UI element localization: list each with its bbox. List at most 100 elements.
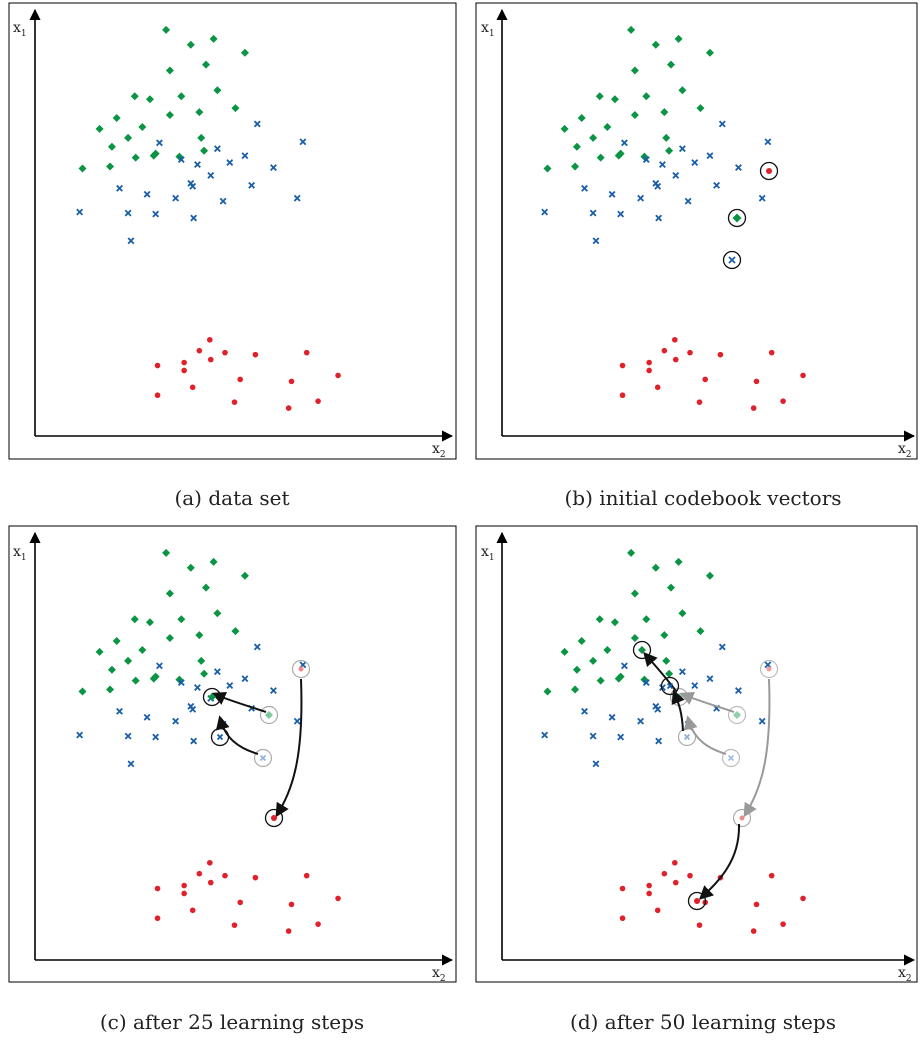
data-point-green	[595, 92, 604, 101]
data-point-red	[288, 901, 295, 908]
codebook-ring	[202, 687, 222, 707]
data-point-green	[131, 676, 140, 685]
data-point-green	[596, 153, 605, 162]
data-point-blue	[659, 161, 666, 168]
data-point-green	[603, 645, 612, 654]
data-point-red	[717, 351, 724, 358]
data-point-red	[252, 351, 259, 358]
codebook-marker	[766, 666, 772, 672]
data-point-green	[78, 687, 87, 696]
data-point-red	[696, 922, 703, 928]
data-point-red	[154, 915, 161, 922]
data-point-red	[315, 398, 321, 404]
data-point-blue	[194, 684, 201, 691]
data-point-red	[303, 872, 310, 879]
codebook-marker	[766, 168, 772, 174]
codebook-ring	[632, 640, 652, 660]
data-point-red	[285, 405, 292, 411]
data-point-red	[661, 870, 668, 877]
data-point-green	[130, 92, 139, 101]
data-point-blue	[152, 733, 160, 741]
codebook-marker	[271, 815, 277, 821]
data-point-green	[678, 609, 687, 618]
x-axis-label: x2	[898, 965, 912, 984]
codebook-vector-green	[202, 687, 222, 707]
data-point-blue	[659, 684, 666, 691]
data-point-green	[130, 615, 139, 624]
data-point-green	[112, 114, 121, 123]
codebook-marker	[208, 693, 216, 701]
data-point-blue	[621, 139, 628, 147]
data-point-red	[189, 907, 196, 914]
data-point-blue	[608, 713, 616, 721]
data-point-green	[642, 615, 651, 624]
data-point-green	[195, 631, 204, 640]
data-point-red	[207, 859, 213, 866]
data-point-red	[181, 367, 187, 374]
data-point-red	[335, 372, 341, 379]
data-point-green	[240, 48, 249, 57]
data-point-blue	[76, 208, 84, 216]
data-point-green	[231, 627, 240, 636]
data-point-green	[200, 146, 209, 155]
data-point-green	[177, 92, 186, 101]
data-point-green	[577, 637, 586, 646]
data-point-green	[231, 104, 240, 113]
data-point-green	[107, 142, 116, 151]
data-point-red	[750, 928, 757, 934]
data-point-red	[646, 367, 652, 374]
data-points	[541, 548, 806, 934]
data-point-green	[165, 589, 174, 598]
trajectory-arrow-blue-first	[683, 715, 727, 755]
panel-caption: (a) data set	[174, 486, 289, 510]
data-point-blue	[617, 733, 625, 741]
codebook-vector-blue-initial	[721, 748, 741, 768]
data-point-green	[705, 48, 714, 57]
data-point-green	[145, 618, 154, 627]
y-axis-label: x1	[481, 544, 495, 563]
data-point-red	[181, 890, 187, 897]
data-point-red	[196, 870, 203, 877]
data-point-green	[165, 111, 174, 120]
data-point-blue	[116, 707, 123, 715]
x-axis-label: x2	[898, 441, 912, 460]
data-point-blue	[190, 737, 198, 745]
data-point-green	[667, 583, 675, 592]
data-point-green	[186, 563, 195, 572]
data-point-blue	[608, 190, 616, 198]
data-point-blue	[116, 184, 123, 192]
data-point-red	[231, 399, 238, 405]
data-point-red	[654, 907, 661, 914]
y-axis-label: x1	[13, 20, 27, 39]
data-point-blue	[621, 662, 628, 670]
data-point-blue	[691, 159, 699, 167]
codebook-ring	[727, 208, 747, 228]
data-point-green	[630, 111, 639, 120]
data-points	[541, 25, 806, 411]
codebook-ring	[727, 705, 747, 725]
data-point-red	[252, 874, 259, 881]
y-axis-label: x1	[481, 20, 495, 39]
data-point-blue	[127, 237, 135, 245]
codebook-vector-red	[759, 161, 779, 181]
data-point-blue	[299, 138, 307, 146]
codebook-ring	[759, 659, 779, 679]
data-point-red	[237, 899, 243, 906]
data-point-blue	[187, 702, 195, 710]
codebook-vector-red	[687, 891, 707, 911]
data-point-red	[222, 349, 228, 356]
data-point-red	[237, 376, 243, 383]
data-point-green	[165, 66, 174, 75]
codebook-vector-red-step25	[732, 808, 752, 828]
data-point-green	[560, 647, 569, 656]
data-point-green	[616, 672, 625, 681]
data-point-blue	[735, 164, 742, 171]
data-point-blue	[713, 181, 721, 189]
data-point-red	[646, 359, 652, 366]
data-point-blue	[581, 707, 588, 715]
data-point-blue	[172, 194, 180, 202]
codebook-vector-green-initial	[727, 705, 747, 725]
data-point-green	[162, 25, 171, 34]
trajectory-arrow-green	[211, 691, 267, 713]
data-point-red	[646, 890, 652, 897]
